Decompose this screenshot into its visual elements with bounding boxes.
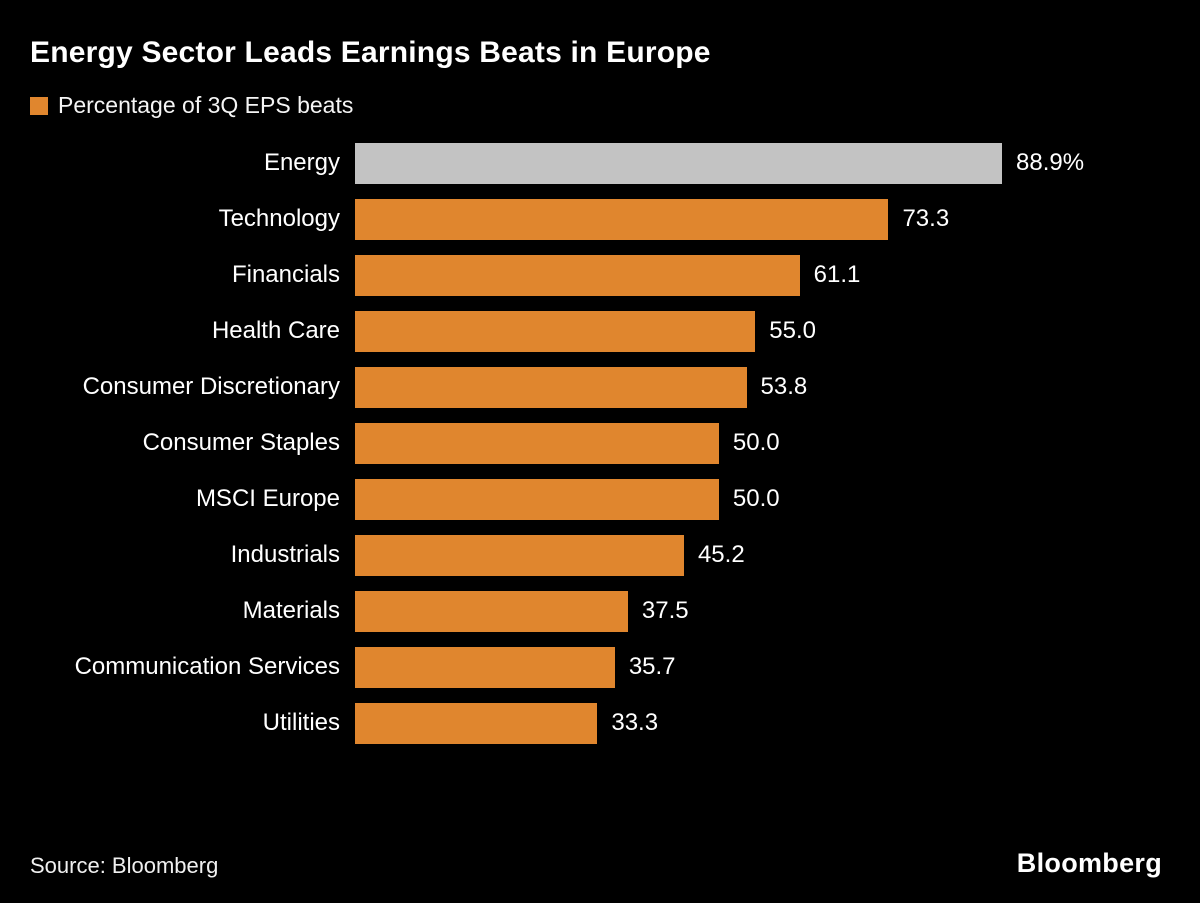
bar <box>355 422 719 464</box>
bar <box>355 478 719 520</box>
bar-row: Consumer Discretionary 53.8 <box>30 359 1170 415</box>
value-label: 35.7 <box>628 653 676 680</box>
value-label: 45.2 <box>697 541 745 568</box>
bar-row: Health Care 55.0 <box>30 303 1170 359</box>
bloomberg-logo: Bloomberg <box>1016 848 1162 878</box>
bar-area: 50.0 <box>355 478 1170 520</box>
source-text: Source: Bloomberg <box>30 853 219 878</box>
bar <box>355 702 598 744</box>
bar <box>355 590 628 632</box>
category-label: Utilities <box>262 709 340 736</box>
value-label: 33.3 <box>611 709 659 736</box>
footer: Source: Bloomberg Bloomberg <box>30 848 1162 879</box>
bar <box>355 366 747 408</box>
category-label: Communication Services <box>74 653 340 680</box>
category-label: MSCI Europe <box>195 485 340 512</box>
chart-container: Energy Sector Leads Earnings Beats in Eu… <box>30 36 1170 751</box>
value-label: 53.8 <box>760 373 808 400</box>
bar-row: Materials 37.5 <box>30 583 1170 639</box>
bar-area: 55.0 <box>355 310 1170 352</box>
category-label: Technology <box>218 205 340 232</box>
legend-label: Percentage of 3Q EPS beats <box>58 92 354 118</box>
category-label: Health Care <box>211 317 340 344</box>
value-label: 50.0 <box>732 485 780 512</box>
bar-area: 73.3 <box>355 198 1170 240</box>
bar-row: MSCI Europe 50.0 <box>30 471 1170 527</box>
bar <box>355 254 800 296</box>
bar-area: 45.2 <box>355 534 1170 576</box>
category-label: Financials <box>231 261 340 288</box>
legend: Percentage of 3Q EPS beats <box>30 92 1170 119</box>
bar-row: Industrials 45.2 <box>30 527 1170 583</box>
bar-area: 50.0 <box>355 422 1170 464</box>
bar-row: Energy 88.9% <box>30 135 1170 191</box>
bar-row: Utilities 33.3 <box>30 695 1170 751</box>
bar-area: 88.9% <box>355 142 1170 184</box>
category-label: Consumer Discretionary <box>82 373 340 400</box>
bar-row: Communication Services 35.7 <box>30 639 1170 695</box>
bar <box>355 646 615 688</box>
chart-title: Energy Sector Leads Earnings Beats in Eu… <box>30 36 711 69</box>
bar-row: Technology 73.3 <box>30 191 1170 247</box>
category-label: Energy <box>263 149 340 176</box>
category-label: Materials <box>242 597 340 624</box>
value-label: 55.0 <box>769 317 816 344</box>
category-label: Consumer Staples <box>142 429 340 456</box>
bar-area: 33.3 <box>355 702 1170 744</box>
value-label: 37.5 <box>641 597 689 624</box>
bar <box>355 142 1002 184</box>
legend-swatch-icon <box>30 96 48 115</box>
value-label: 88.9% <box>1016 149 1085 176</box>
bar-area: 61.1 <box>355 254 1170 296</box>
value-label: 50.0 <box>732 429 780 456</box>
bar-area: 37.5 <box>355 590 1170 632</box>
bar-area: 53.8 <box>355 366 1170 408</box>
chart: Energy 88.9% Technology 73.3 Financials 61.1 H… <box>30 135 1170 751</box>
bar <box>355 198 889 240</box>
bar-row: Financials 61.1 <box>30 247 1170 303</box>
bar <box>355 310 756 352</box>
value-label: 73.3 <box>902 205 950 232</box>
value-label: 61.1 <box>813 261 861 288</box>
bar-area: 35.7 <box>355 646 1170 688</box>
category-label: Industrials <box>230 541 340 568</box>
bar <box>355 534 684 576</box>
bar-row: Consumer Staples 50.0 <box>30 415 1170 471</box>
